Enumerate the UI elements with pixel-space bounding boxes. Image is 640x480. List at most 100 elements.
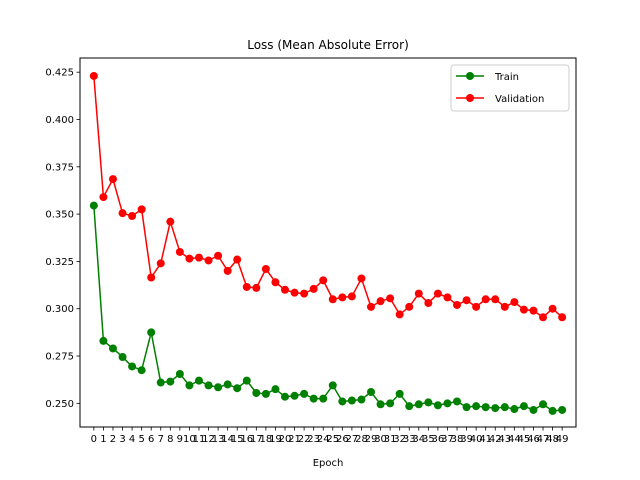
- validation-data-point: [156, 259, 165, 268]
- x-tick-label: 5: [138, 434, 144, 445]
- x-tick-label: 14: [221, 434, 234, 445]
- train-data-point: [108, 344, 117, 353]
- validation-data-point: [328, 295, 337, 304]
- validation-data-point: [414, 289, 423, 298]
- train-data-point: [137, 366, 146, 375]
- series-layer: [89, 71, 567, 415]
- x-tick-label: 47: [537, 434, 550, 445]
- legend-train-label: Train: [494, 72, 519, 83]
- validation-data-point: [395, 310, 404, 319]
- x-tick-label: 29: [365, 434, 378, 445]
- validation-data-point: [271, 278, 280, 287]
- train-data-point: [118, 352, 127, 361]
- validation-data-point: [558, 313, 567, 322]
- train-data-point: [453, 397, 462, 406]
- x-tick-label: 12: [202, 434, 215, 445]
- validation-data-point: [261, 264, 270, 273]
- train-data-point: [261, 389, 270, 398]
- x-tick-label: 25: [326, 434, 339, 445]
- x-tick-label: 16: [240, 434, 253, 445]
- validation-data-point: [166, 217, 175, 226]
- y-tick-label: 0.300: [45, 304, 74, 315]
- train-data-point: [233, 384, 242, 393]
- validation-data-point: [99, 193, 108, 202]
- train-data-point: [347, 396, 356, 405]
- x-tick-label: 27: [346, 434, 359, 445]
- validation-data-point: [376, 297, 385, 306]
- validation-data-point: [147, 273, 156, 282]
- x-tick-label: 38: [451, 434, 464, 445]
- validation-data-point: [223, 266, 232, 275]
- validation-data-point: [89, 71, 98, 80]
- x-tick-label: 1: [100, 434, 106, 445]
- train-data-point: [414, 400, 423, 409]
- train-data-point: [510, 405, 519, 414]
- x-tick-label: 40: [470, 434, 483, 445]
- validation-data-point: [472, 302, 481, 311]
- x-tick-label: 20: [279, 434, 292, 445]
- x-tick-label: 17: [250, 434, 263, 445]
- validation-data-point: [539, 313, 548, 322]
- train-data-point: [223, 380, 232, 389]
- validation-data-point: [137, 205, 146, 214]
- x-tick-label: 28: [355, 434, 368, 445]
- train-data-point: [548, 406, 557, 415]
- train-data-point: [367, 387, 376, 396]
- validation-data-point: [290, 288, 299, 297]
- y-tick-label: 0.375: [45, 162, 74, 173]
- x-tick-label: 7: [158, 434, 164, 445]
- train-data-point: [433, 401, 442, 410]
- y-tick-label: 0.250: [45, 399, 74, 410]
- x-tick-label: 19: [269, 434, 282, 445]
- validation-data-point: [357, 274, 366, 283]
- train-data-point: [405, 402, 414, 411]
- x-tick-label: 45: [518, 434, 531, 445]
- validation-data-point: [280, 285, 289, 294]
- train-data-point: [309, 394, 318, 403]
- x-tick-label: 34: [412, 434, 425, 445]
- x-tick-label: 36: [432, 434, 445, 445]
- x-tick-label: 9: [177, 434, 183, 445]
- validation-data-point: [367, 302, 376, 311]
- validation-data-point: [338, 293, 347, 302]
- train-data-point: [558, 405, 567, 414]
- train-data-point: [175, 370, 184, 379]
- train-data-point: [319, 394, 328, 403]
- validation-data-point: [481, 295, 490, 304]
- train-data-point: [271, 385, 280, 394]
- train-data-point: [194, 376, 203, 385]
- x-tick-label: 23: [307, 434, 320, 445]
- train-data-point: [214, 383, 223, 392]
- train-data-point: [147, 328, 156, 337]
- train-data-point: [128, 362, 137, 371]
- x-tick-label: 43: [498, 434, 511, 445]
- x-tick-label: 18: [260, 434, 273, 445]
- validation-data-point: [204, 256, 213, 265]
- x-tick-label: 13: [212, 434, 225, 445]
- train-data-point: [185, 381, 194, 390]
- legend-validation-label: Validation: [495, 94, 544, 105]
- validation-data-point: [108, 175, 117, 184]
- train-data-point: [328, 381, 337, 390]
- validation-data-point: [185, 254, 194, 263]
- train-data-point: [156, 378, 165, 387]
- train-data-point: [89, 201, 98, 210]
- train-data-point: [357, 395, 366, 404]
- x-tick-label: 22: [298, 434, 311, 445]
- validation-data-point: [433, 289, 442, 298]
- x-tick-label: 35: [422, 434, 435, 445]
- x-tick-label: 4: [129, 434, 135, 445]
- x-tick-label: 39: [460, 434, 473, 445]
- validation-data-point: [405, 302, 414, 311]
- validation-data-point: [386, 294, 395, 303]
- plot-frame: [79, 57, 577, 428]
- train-data-point: [242, 376, 251, 385]
- y-tick-label: 0.350: [45, 210, 74, 221]
- y-tick-label: 0.325: [45, 257, 74, 268]
- train-data-point: [481, 403, 490, 412]
- x-tick-label: 31: [384, 434, 397, 445]
- chart-title: Loss (Mean Absolute Error): [247, 38, 409, 52]
- x-axis-title: Epoch: [313, 458, 344, 469]
- x-tick-label: 32: [393, 434, 406, 445]
